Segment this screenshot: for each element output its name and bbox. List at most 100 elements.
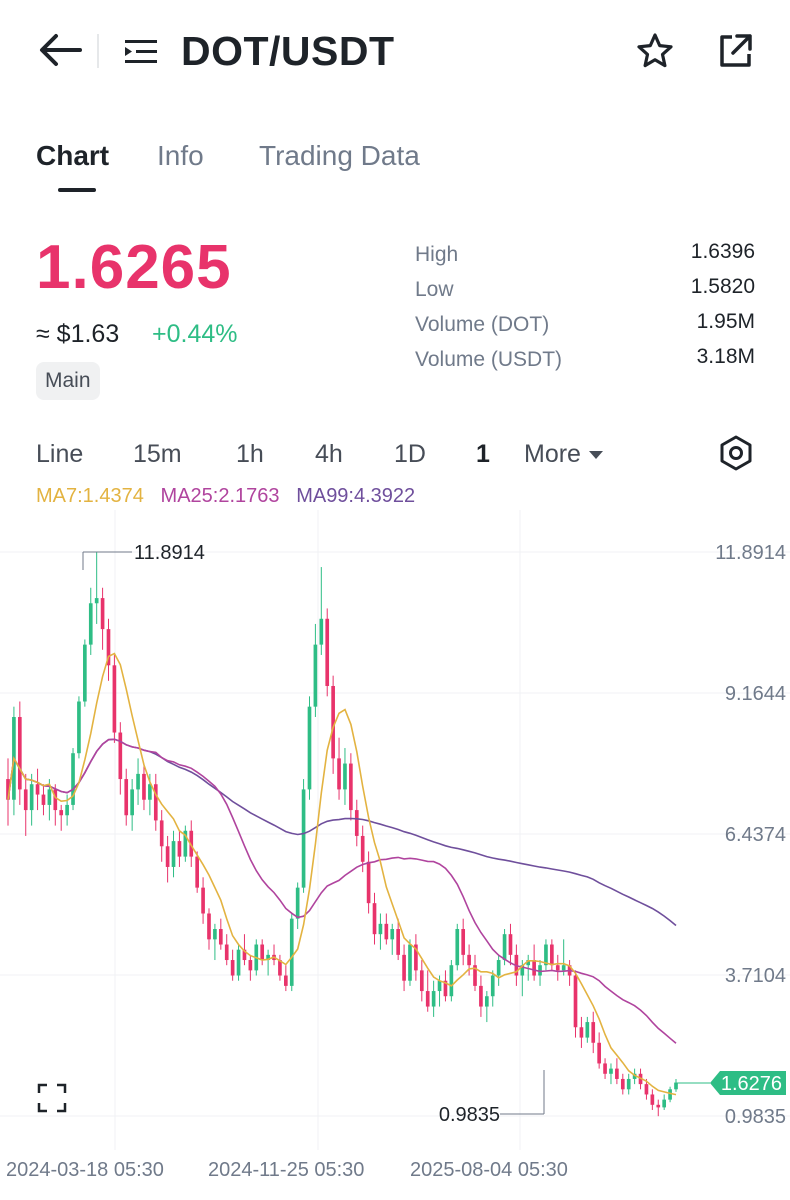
candle-body (390, 929, 395, 940)
candle-body (620, 1078, 625, 1090)
candle-body (183, 830, 188, 857)
interval-more[interactable]: More (524, 440, 605, 469)
candle-body (224, 944, 229, 961)
pair-title[interactable]: DOT/USDT (181, 28, 395, 74)
candle-body (585, 1022, 590, 1038)
interval-line[interactable]: Line (36, 440, 84, 468)
candle-body (236, 949, 241, 976)
candle-body (384, 923, 389, 940)
stat-high-value: 1.6396 (690, 240, 755, 263)
tab-bar: Chart Info Trading Data (0, 130, 790, 200)
interval-1d[interactable]: 1D (394, 440, 426, 468)
tab-trading-data[interactable]: Trading Data (259, 140, 420, 171)
candle-body (319, 618, 324, 645)
candle-body (142, 773, 146, 800)
candle-body (431, 991, 436, 1007)
usd-approx-price: ≈ $1.63 (36, 320, 120, 348)
chart-settings-button[interactable] (714, 430, 758, 476)
stat-high-label: High (415, 243, 459, 266)
ma25-label: MA25:2.1763 (160, 485, 280, 507)
candle-body (496, 960, 501, 976)
candle-body (402, 954, 406, 981)
candle-body (29, 784, 34, 811)
candle-body (284, 975, 288, 986)
candle-body (526, 960, 531, 966)
candle-body (662, 1099, 667, 1108)
candle-body (301, 789, 306, 888)
candle-body (65, 804, 69, 816)
candle-body (218, 929, 223, 945)
high-price-marker: 11.8914 (82, 542, 205, 570)
candle-body (603, 1063, 607, 1074)
candle-body (626, 1078, 631, 1090)
candle-body (201, 887, 205, 914)
candle-body (461, 929, 466, 955)
candle-body (573, 975, 578, 1028)
stat-volume-dot-value: 1.95M (696, 310, 755, 333)
favorite-button[interactable] (632, 28, 678, 74)
low-price-marker: 0.9835 (439, 1070, 545, 1126)
candle-body (419, 970, 424, 992)
candle-body (597, 1042, 601, 1064)
candle-body (159, 820, 164, 847)
share-button[interactable] (712, 28, 758, 74)
stat-low-label: Low (415, 278, 454, 301)
ma7-label: MA7:1.4374 (36, 485, 144, 507)
candle-body (17, 717, 22, 790)
candlestick-chart[interactable]: 11.8914 9.1644 6.4374 3.7104 0.9835 11.8… (0, 510, 790, 1190)
candle-body (378, 923, 383, 935)
interval-15m[interactable]: 15m (133, 440, 182, 468)
x-tick-label: 2024-11-25 05:30 (208, 1159, 364, 1181)
arrow-left-icon (40, 34, 82, 66)
candle-body (171, 841, 176, 867)
candle-body (177, 841, 182, 857)
candle-body (449, 965, 454, 997)
back-button[interactable] (34, 28, 86, 72)
pair-menu-button[interactable] (120, 32, 162, 72)
y-tick-label: 3.7104 (725, 965, 786, 987)
candle-body (118, 732, 123, 780)
y-tick-label: 9.1644 (725, 683, 786, 705)
stat-low-value: 1.5820 (690, 275, 755, 298)
candle-body (213, 929, 217, 940)
candle-body (437, 980, 442, 992)
x-tick-label: 2025-08-04 05:30 (410, 1159, 568, 1181)
candle-body (479, 985, 483, 1007)
candle-body (544, 944, 548, 966)
main-badge[interactable]: Main (36, 362, 100, 400)
candle-body (248, 960, 253, 971)
candle-body (47, 789, 52, 805)
candle-body (165, 846, 170, 867)
candle-body (502, 934, 507, 961)
grid-lines (0, 510, 790, 1150)
stat-volume-usdt-value: 3.18M (696, 345, 755, 368)
interval-1[interactable]: 1 (476, 440, 490, 468)
tab-chart[interactable]: Chart (36, 140, 110, 171)
y-tick-label: 6.4374 (725, 824, 786, 846)
candle-body (313, 644, 318, 707)
candle-body (550, 944, 554, 966)
last-price: 1.6265 (36, 233, 232, 302)
candle-body (520, 965, 525, 976)
candle-body (484, 996, 489, 1007)
candle-body (278, 960, 282, 976)
ma99-label: MA99:4.3922 (296, 485, 416, 507)
fullscreen-button[interactable] (37, 1083, 67, 1113)
candle-body (35, 784, 40, 795)
candle-body (425, 991, 430, 1007)
interval-4h[interactable]: 4h (315, 440, 343, 468)
candle-body (561, 965, 566, 971)
candle-body (366, 861, 371, 904)
interval-1h[interactable]: 1h (236, 440, 264, 468)
candle-body (354, 810, 359, 836)
current-price-label: 1.6276 (721, 1073, 782, 1095)
candle-body (242, 949, 247, 961)
tab-info[interactable]: Info (157, 140, 204, 171)
candle-body (260, 944, 265, 961)
candle-body (6, 779, 10, 800)
candle-body (195, 856, 200, 888)
candle-body (100, 598, 105, 630)
candle-body (88, 603, 93, 645)
candle-body (337, 758, 341, 790)
candle-body (408, 944, 412, 981)
